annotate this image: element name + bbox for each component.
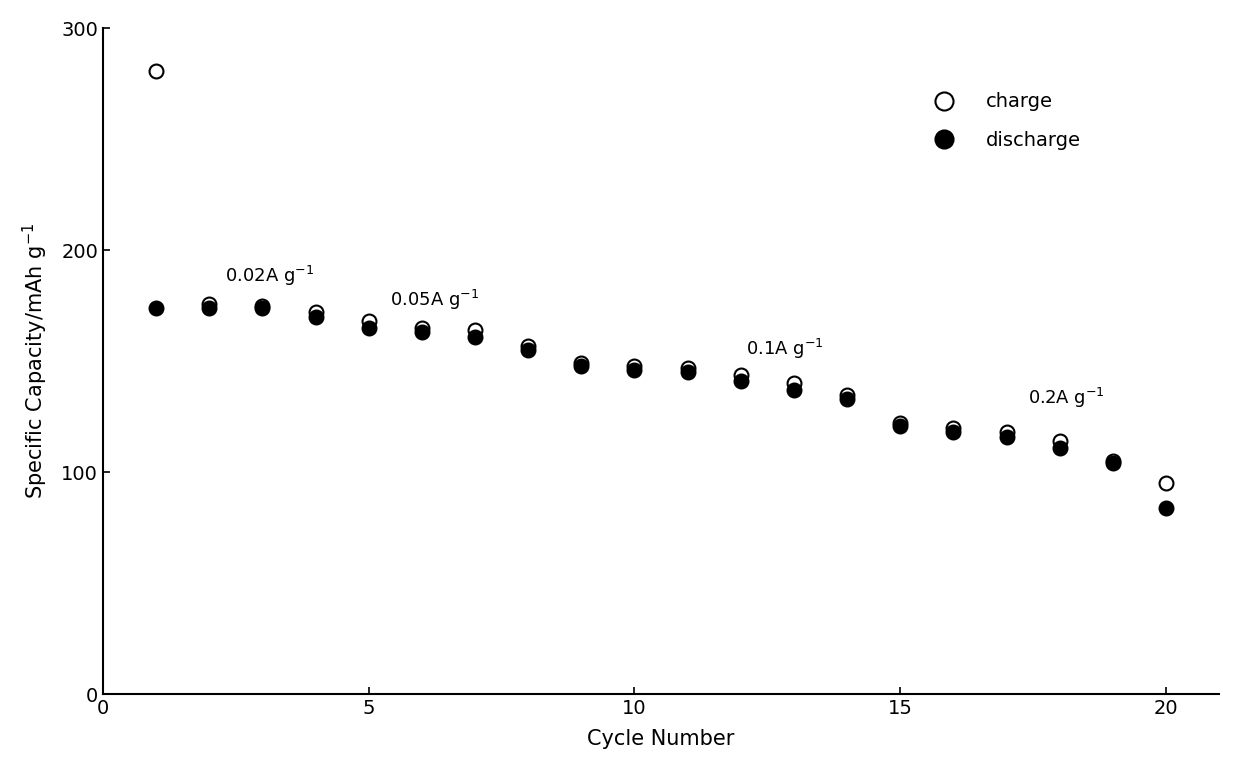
discharge: [839, 394, 854, 403]
discharge: [308, 313, 322, 322]
charge: [893, 419, 908, 428]
charge: [681, 363, 696, 373]
discharge: [627, 366, 642, 375]
discharge: [574, 361, 589, 370]
charge: [627, 361, 642, 370]
charge: [946, 424, 961, 433]
discharge: [414, 328, 429, 337]
discharge: [681, 368, 696, 377]
charge: [999, 427, 1014, 437]
charge: [149, 66, 164, 75]
charge: [308, 308, 322, 317]
discharge: [733, 377, 748, 386]
charge: [786, 379, 801, 388]
discharge: [361, 323, 376, 333]
discharge: [893, 421, 908, 430]
charge: [361, 316, 376, 326]
charge: [521, 341, 536, 350]
discharge: [1158, 503, 1173, 512]
charge: [255, 301, 270, 310]
X-axis label: Cycle Number: Cycle Number: [588, 729, 735, 749]
charge: [839, 390, 854, 399]
charge: [574, 359, 589, 368]
discharge: [202, 303, 217, 313]
discharge: [1053, 444, 1068, 453]
Text: 0.02A g$^{-1}$: 0.02A g$^{-1}$: [226, 264, 314, 288]
discharge: [1105, 459, 1120, 468]
discharge: [521, 346, 536, 355]
discharge: [946, 427, 961, 437]
Text: 0.2A g$^{-1}$: 0.2A g$^{-1}$: [1028, 386, 1105, 410]
charge: [733, 370, 748, 379]
charge: [202, 299, 217, 308]
discharge: [786, 386, 801, 395]
Text: 0.05A g$^{-1}$: 0.05A g$^{-1}$: [389, 288, 479, 313]
discharge: [467, 332, 482, 341]
Legend: charge, discharge: charge, discharge: [916, 85, 1089, 158]
discharge: [255, 303, 270, 313]
discharge: [999, 432, 1014, 441]
Line: discharge: discharge: [149, 301, 1173, 514]
charge: [414, 323, 429, 333]
charge: [1158, 479, 1173, 488]
charge: [1053, 437, 1068, 446]
discharge: [149, 303, 164, 313]
Line: charge: charge: [149, 64, 1173, 490]
charge: [467, 326, 482, 335]
Text: 0.1A g$^{-1}$: 0.1A g$^{-1}$: [746, 337, 823, 361]
charge: [1105, 457, 1120, 466]
Y-axis label: Specific Capacity/mAh g$^{-1}$: Specific Capacity/mAh g$^{-1}$: [21, 223, 50, 500]
